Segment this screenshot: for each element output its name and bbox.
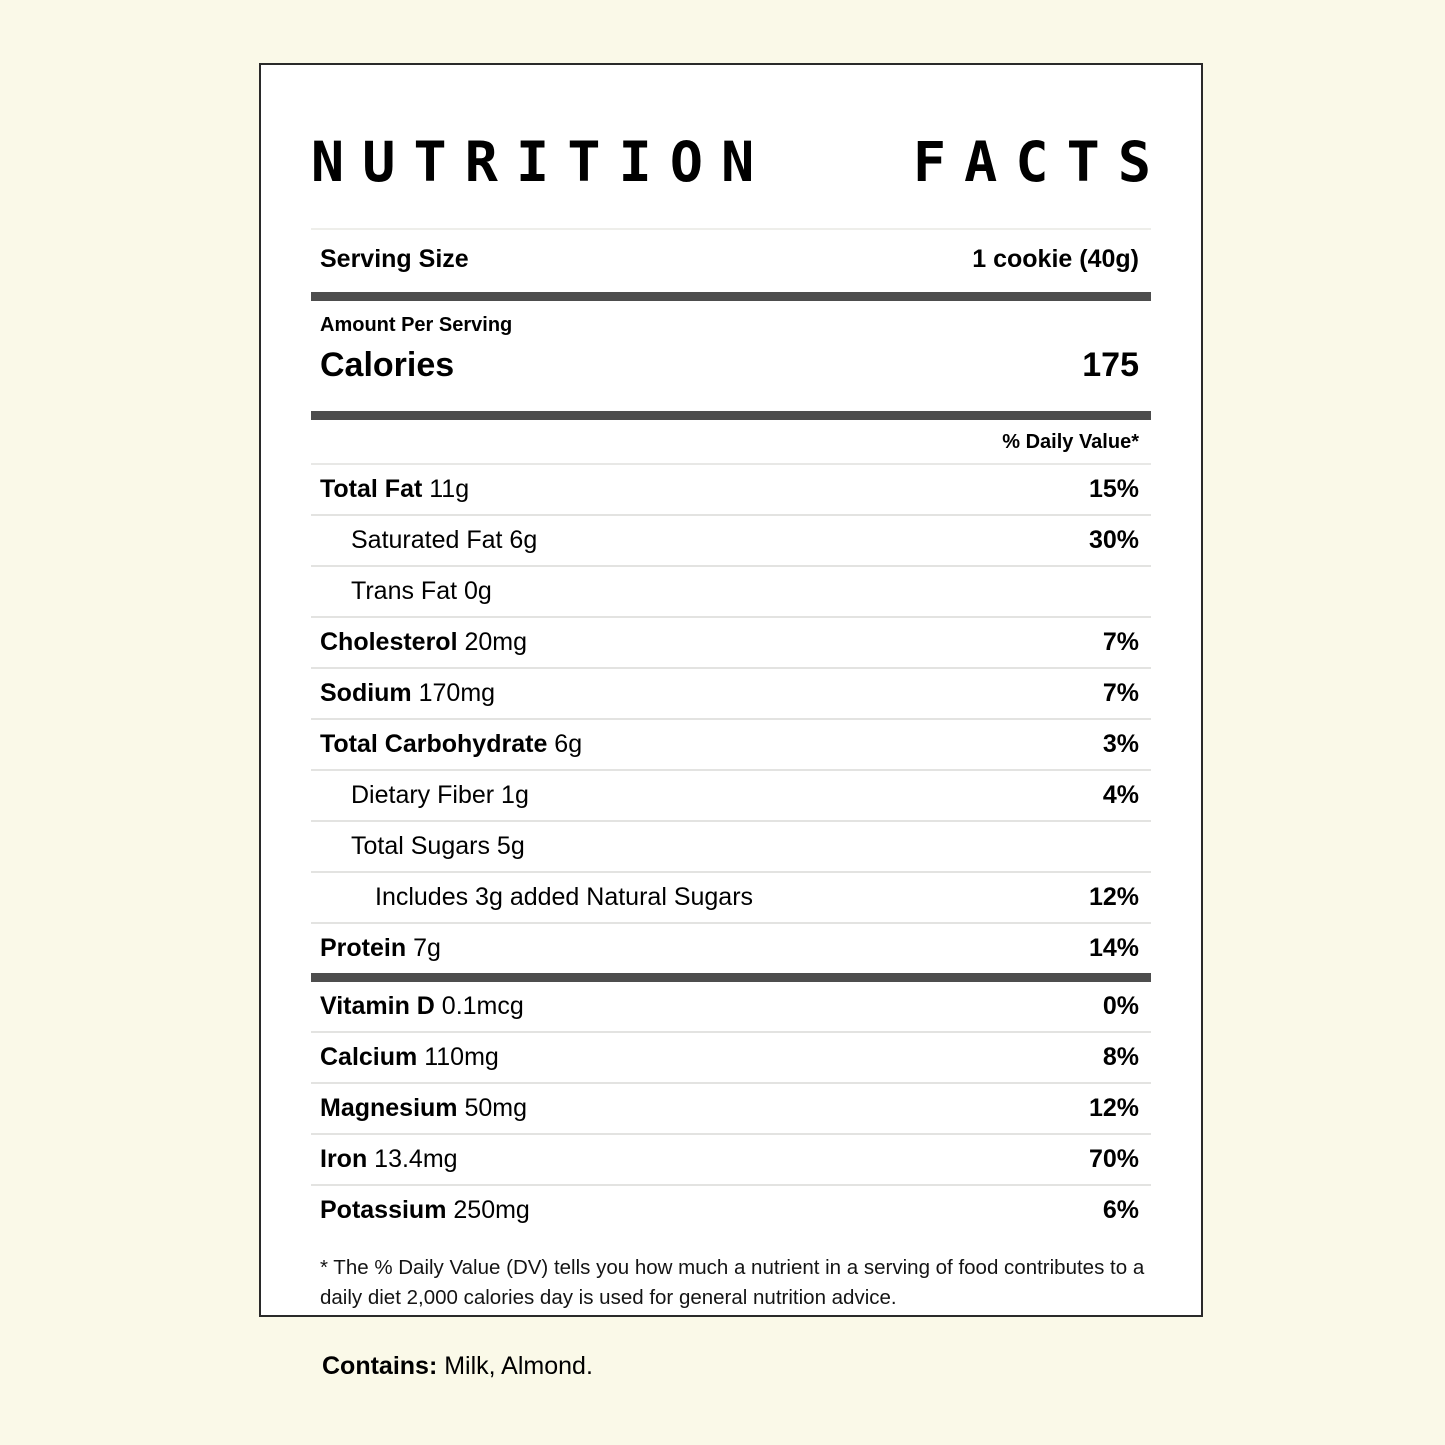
serving-size-row: Serving Size 1 cookie (40g) (311, 230, 1151, 292)
nutrient-daily-value: 4% (1102, 781, 1139, 809)
nutrient-name: Total Sugars (351, 832, 490, 860)
nutrient-name: Vitamin D (320, 992, 435, 1020)
nutrient-name-and-amount: Trans Fat 0g (351, 578, 492, 605)
allergen-statement: Contains: Milk, Almond. (322, 1352, 593, 1381)
nutrient-name: Potassium (320, 1196, 447, 1224)
nutrient-row: Magnesium 50mg 12% (311, 1082, 1151, 1133)
nutrient-name: Calcium (320, 1043, 418, 1071)
nutrient-daily-value: 3% (1102, 730, 1139, 758)
nutrient-daily-value: 8% (1102, 1043, 1139, 1071)
nutrient-name-and-amount: Includes 3g added Natural Sugars (375, 884, 753, 911)
nutrient-name-and-amount: Protein 7g (320, 935, 441, 962)
nutrient-amount: 11g (422, 475, 470, 503)
nutrient-name: Protein (320, 934, 407, 962)
nutrient-daily-value: 30% (1088, 526, 1139, 554)
nutrient-name-and-amount: Iron 13.4mg (320, 1146, 458, 1173)
nutrient-row: Iron 13.4mg 70% (311, 1133, 1151, 1184)
footnote-line-2: daily diet 2,000 calories day is used fo… (320, 1286, 897, 1309)
nutrient-amount: 7g (406, 934, 441, 962)
nutrient-row: Trans Fat 0g (311, 565, 1151, 616)
nutrient-row: Includes 3g added Natural Sugars 12% (311, 871, 1151, 922)
nutrient-row: Total Sugars 5g (311, 820, 1151, 871)
nutrition-facts-label: NUTRITION FACTS Serving Size 1 cookie (4… (259, 63, 1203, 1317)
nutrient-name-and-amount: Total Fat 11g (320, 476, 469, 503)
nutrient-name: Includes 3g added Natural Sugars (375, 883, 754, 911)
nutrient-name: Sodium (320, 679, 412, 707)
serving-size-label: Serving Size (320, 245, 469, 273)
nutrient-name-and-amount: Saturated Fat 6g (351, 527, 537, 554)
nutrient-row: Total Carbohydrate 6g 3% (311, 718, 1151, 769)
divider-above-serving (311, 228, 1151, 230)
nutrient-name: Saturated Fat (351, 526, 503, 554)
label-title: NUTRITION FACTS (311, 135, 1151, 190)
nutrient-row: Cholesterol 20mg 7% (311, 616, 1151, 667)
nutrient-row: Potassium 250mg 6% (311, 1184, 1151, 1235)
serving-size-value: 1 cookie (40g) (972, 245, 1139, 273)
nutrient-name-and-amount: Sodium 170mg (320, 680, 495, 707)
nutrient-amount: 1g (494, 781, 529, 809)
calories-label: Calories (320, 346, 455, 384)
thick-bar-below-serving (311, 292, 1151, 301)
amount-per-serving-label: Amount Per Serving (320, 314, 513, 336)
nutrient-daily-value: 0% (1102, 992, 1139, 1020)
nutrient-row: Protein 7g 14% (311, 922, 1151, 973)
nutrient-amount: 13.4mg (367, 1145, 458, 1173)
nutrient-name-and-amount: Magnesium 50mg (320, 1095, 527, 1122)
nutrient-name: Total Fat (320, 475, 423, 503)
nutrient-daily-value: 7% (1102, 628, 1139, 656)
nutrient-row: Dietary Fiber 1g 4% (311, 769, 1151, 820)
footnote-line-1: * The % Daily Value (DV) tells you how m… (320, 1256, 1145, 1279)
nutrient-name: Cholesterol (320, 628, 458, 656)
nutrient-rows: Total Fat 11g 15% Saturated Fat 6g 30% T… (311, 465, 1151, 973)
nutrient-daily-value: 14% (1088, 934, 1139, 962)
nutrient-daily-value: 7% (1102, 679, 1139, 707)
nutrient-amount: 0.1mcg (434, 992, 524, 1020)
nutrient-name: Trans Fat (351, 577, 458, 605)
thick-bar-below-protein (311, 973, 1151, 982)
nutrient-daily-value: 70% (1088, 1145, 1139, 1173)
nutrient-daily-value: 12% (1088, 1094, 1139, 1122)
nutrient-row: Vitamin D 0.1mcg 0% (311, 982, 1151, 1031)
nutrient-daily-value: 15% (1088, 475, 1139, 503)
nutrient-amount: 6g (547, 730, 583, 758)
nutrient-name-and-amount: Cholesterol 20mg (320, 629, 527, 656)
nutrient-name-and-amount: Total Sugars 5g (351, 833, 525, 860)
nutrient-name: Total Carbohydrate (320, 730, 548, 758)
daily-value-header: % Daily Value* (1002, 431, 1139, 453)
nutrient-name: Dietary Fiber (351, 781, 495, 809)
nutrient-row: Calcium 110mg 8% (311, 1031, 1151, 1082)
nutrient-amount: 250mg (446, 1196, 530, 1224)
title-word-nutrition: NUTRITION (311, 130, 773, 194)
nutrient-daily-value: 6% (1102, 1196, 1139, 1224)
nutrient-name-and-amount: Vitamin D 0.1mcg (320, 993, 524, 1020)
nutrient-name-and-amount: Calcium 110mg (320, 1044, 499, 1071)
daily-value-footnote: * The % Daily Value (DV) tells you how m… (311, 1253, 1151, 1313)
contains-value: Milk, Almond. (437, 1352, 593, 1380)
nutrient-row: Saturated Fat 6g 30% (311, 514, 1151, 565)
nutrient-amount: 0g (457, 577, 492, 605)
calories-row: Calories 175 (311, 337, 1151, 411)
nutrient-row: Total Fat 11g 15% (311, 465, 1151, 514)
nutrient-amount: 20mg (457, 628, 528, 656)
vitamin-mineral-rows: Vitamin D 0.1mcg 0% Calcium 110mg 8% Mag… (311, 982, 1151, 1235)
nutrient-amount: 170mg (411, 679, 496, 707)
divider-above-nutrients (311, 463, 1151, 465)
calories-value: 175 (1082, 346, 1139, 384)
nutrient-daily-value: 12% (1088, 883, 1139, 911)
nutrient-name-and-amount: Total Carbohydrate 6g (320, 731, 582, 758)
nutrient-name: Magnesium (320, 1094, 458, 1122)
nutrient-row: Sodium 170mg 7% (311, 667, 1151, 718)
nutrient-amount: 5g (489, 832, 525, 860)
nutrient-amount: 6g (502, 526, 538, 554)
nutrient-amount: 50mg (457, 1094, 528, 1122)
title-word-facts: FACTS (912, 130, 1170, 194)
thick-bar-below-calories (311, 411, 1151, 420)
nutrient-name: Iron (320, 1145, 368, 1173)
nutrient-name-and-amount: Dietary Fiber 1g (351, 782, 529, 809)
nutrient-name-and-amount: Potassium 250mg (320, 1197, 530, 1224)
nutrient-amount: 110mg (417, 1043, 499, 1071)
contains-label: Contains: (322, 1352, 438, 1380)
